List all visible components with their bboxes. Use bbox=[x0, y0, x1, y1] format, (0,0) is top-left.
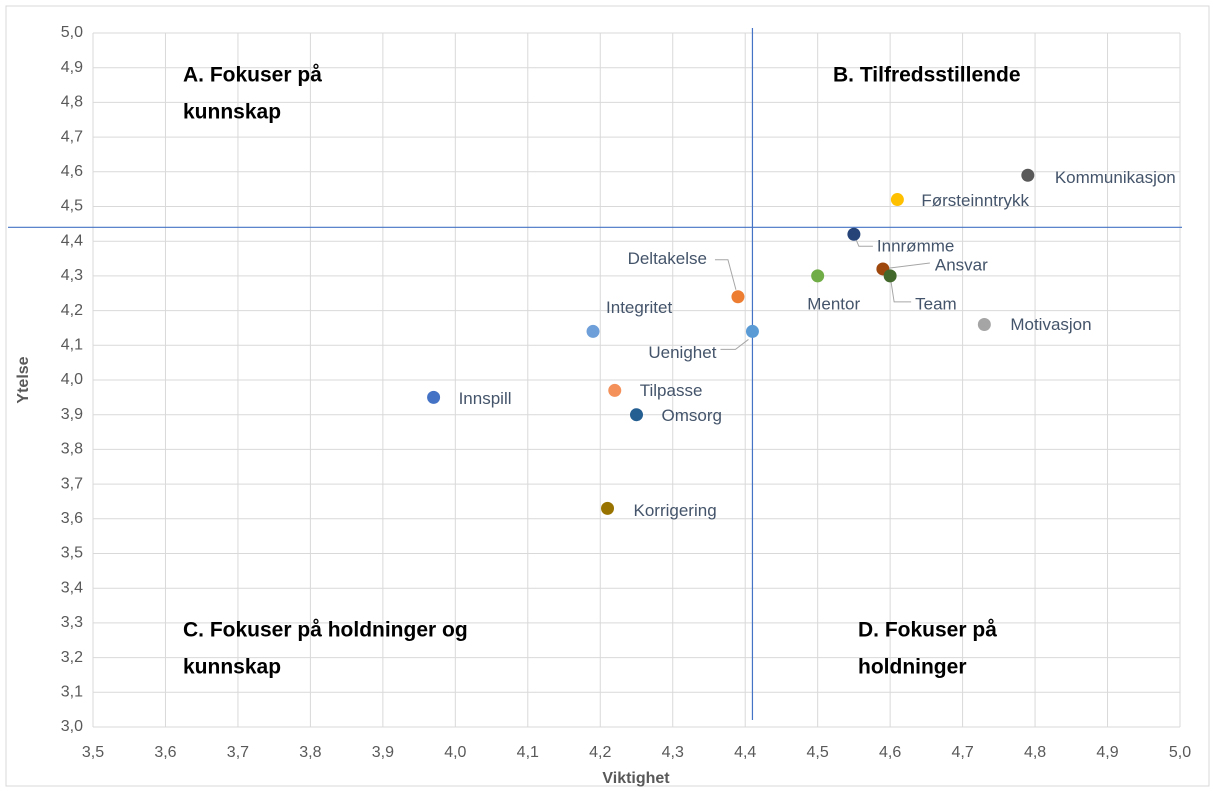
point-label: Innrømme bbox=[877, 237, 954, 256]
point-label: Deltakelse bbox=[628, 249, 707, 268]
x-tick-label: 3,7 bbox=[227, 744, 249, 761]
leader-line bbox=[714, 259, 737, 290]
y-tick-label: 4,1 bbox=[61, 337, 83, 354]
y-tick-label: 4,2 bbox=[61, 302, 83, 319]
x-tick-label: 4,9 bbox=[1096, 744, 1118, 761]
point-label: Integritet bbox=[606, 298, 672, 317]
y-tick-label: 3,5 bbox=[61, 545, 83, 562]
quadrant-label: C. Fokuser på holdninger og bbox=[183, 619, 468, 642]
point-label: Ansvar bbox=[935, 255, 988, 274]
quadrant-label: kunnskap bbox=[183, 101, 281, 124]
y-tick-label: 3,2 bbox=[61, 649, 83, 666]
leader-line bbox=[720, 339, 749, 350]
x-tick-label: 4,3 bbox=[662, 744, 684, 761]
y-tick-label: 3,1 bbox=[61, 684, 83, 701]
point-label: Team bbox=[915, 294, 957, 313]
y-tick-label: 3,6 bbox=[61, 510, 83, 527]
x-tick-label: 3,5 bbox=[82, 744, 104, 761]
y-tick-label: 3,8 bbox=[61, 441, 83, 458]
y-tick-label: 3,9 bbox=[61, 406, 83, 423]
x-tick-label: 4,1 bbox=[517, 744, 539, 761]
point bbox=[745, 324, 759, 338]
x-tick-label: 4,7 bbox=[951, 744, 973, 761]
point bbox=[847, 227, 861, 241]
chart-frame bbox=[5, 5, 1210, 787]
point-label: Uenighet bbox=[648, 343, 716, 362]
quadrant-label: holdninger bbox=[858, 656, 967, 679]
point bbox=[608, 383, 622, 397]
quadrant-label: A. Fokuser på bbox=[183, 64, 322, 87]
point bbox=[811, 269, 825, 283]
x-tick-label: 4,6 bbox=[879, 744, 901, 761]
quadrant-label: B. Tilfredsstillende bbox=[833, 64, 1021, 87]
y-tick-label: 4,5 bbox=[61, 198, 83, 215]
point-label: Omsorg bbox=[662, 406, 722, 425]
y-tick-label: 3,3 bbox=[61, 614, 83, 631]
y-tick-label: 4,3 bbox=[61, 267, 83, 284]
point bbox=[883, 269, 897, 283]
point-label: Kommunikasjon bbox=[1055, 168, 1176, 187]
point-label: Førsteinntrykk bbox=[921, 191, 1029, 210]
x-tick-label: 3,9 bbox=[372, 744, 394, 761]
point bbox=[586, 324, 600, 338]
point bbox=[630, 408, 643, 422]
y-tick-label: 3,4 bbox=[61, 579, 83, 596]
y-tick-label: 4,0 bbox=[61, 371, 83, 388]
y-tick-label: 4,8 bbox=[61, 94, 83, 111]
y-tick-label: 5,0 bbox=[61, 24, 83, 41]
point bbox=[890, 193, 904, 207]
point bbox=[1021, 168, 1035, 182]
point-label: Motivasjon bbox=[1010, 315, 1091, 334]
x-tick-label: 4,5 bbox=[807, 744, 829, 761]
x-tick-label: 4,8 bbox=[1024, 744, 1046, 761]
x-tick-label: 3,8 bbox=[299, 744, 321, 761]
point-label: Mentor bbox=[807, 294, 860, 313]
y-axis-title: Ytelse bbox=[15, 356, 32, 403]
point bbox=[427, 390, 441, 404]
x-tick-label: 4,4 bbox=[734, 744, 756, 761]
leader-line bbox=[882, 262, 930, 270]
point bbox=[977, 317, 991, 331]
point bbox=[601, 501, 615, 515]
y-tick-label: 3,0 bbox=[61, 718, 83, 735]
y-tick-label: 4,7 bbox=[61, 128, 83, 145]
y-tick-label: 4,9 bbox=[61, 59, 83, 76]
x-tick-label: 4,2 bbox=[589, 744, 611, 761]
x-tick-label: 3,6 bbox=[154, 744, 176, 761]
leader-line bbox=[889, 275, 912, 303]
quadrant-label: kunnskap bbox=[183, 656, 281, 679]
x-tick-label: 5,0 bbox=[1169, 744, 1191, 761]
x-axis-title: Viktighet bbox=[602, 770, 670, 787]
y-tick-label: 4,4 bbox=[61, 232, 83, 249]
point bbox=[731, 290, 745, 304]
point-label: Innspill bbox=[459, 389, 512, 408]
y-tick-label: 4,6 bbox=[61, 163, 83, 180]
x-tick-label: 4,0 bbox=[444, 744, 466, 761]
y-tick-label: 3,7 bbox=[61, 475, 83, 492]
quadrant-label: D. Fokuser på bbox=[858, 619, 997, 642]
point-label: Korrigering bbox=[634, 501, 717, 520]
point-label: Tilpasse bbox=[640, 381, 703, 400]
